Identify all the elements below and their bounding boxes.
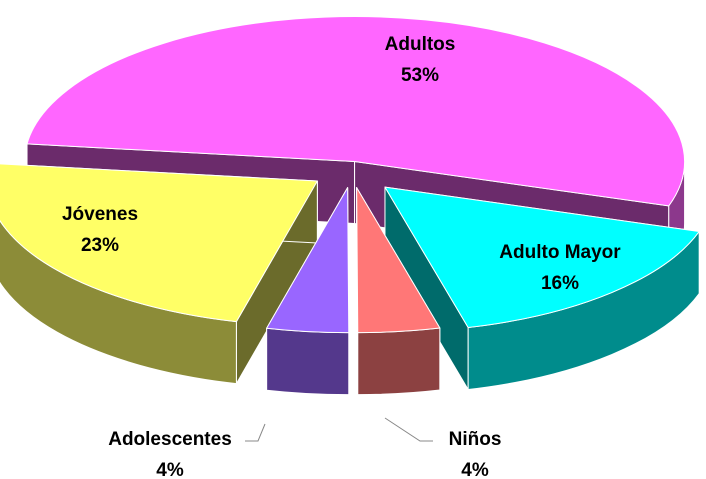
leader-line <box>384 417 433 442</box>
slice <box>26 16 686 207</box>
slice-value-label: 53% <box>401 65 439 86</box>
slice-wall <box>357 327 441 396</box>
slice-value-label: 23% <box>81 235 119 256</box>
slice-value-label: 4% <box>461 460 489 479</box>
labels: Adultos 53% Adulto Mayor 16% Niños 4% Adolesce… <box>62 34 621 479</box>
slice-label: Adultos <box>385 34 456 55</box>
slice-label: Jóvenes <box>62 204 138 225</box>
slice-wall <box>266 327 350 396</box>
slice-label: Adolescentes <box>108 429 232 450</box>
slice-label: Adulto Mayor <box>499 242 621 263</box>
slice-value-label: 4% <box>156 460 184 479</box>
slice <box>384 186 700 328</box>
slice-label: Niños <box>449 429 502 450</box>
pie <box>0 16 700 396</box>
slice <box>266 187 350 334</box>
leader-line <box>245 423 266 442</box>
slice-value-label: 16% <box>541 273 579 294</box>
slice <box>356 187 441 334</box>
slice <box>0 163 318 323</box>
